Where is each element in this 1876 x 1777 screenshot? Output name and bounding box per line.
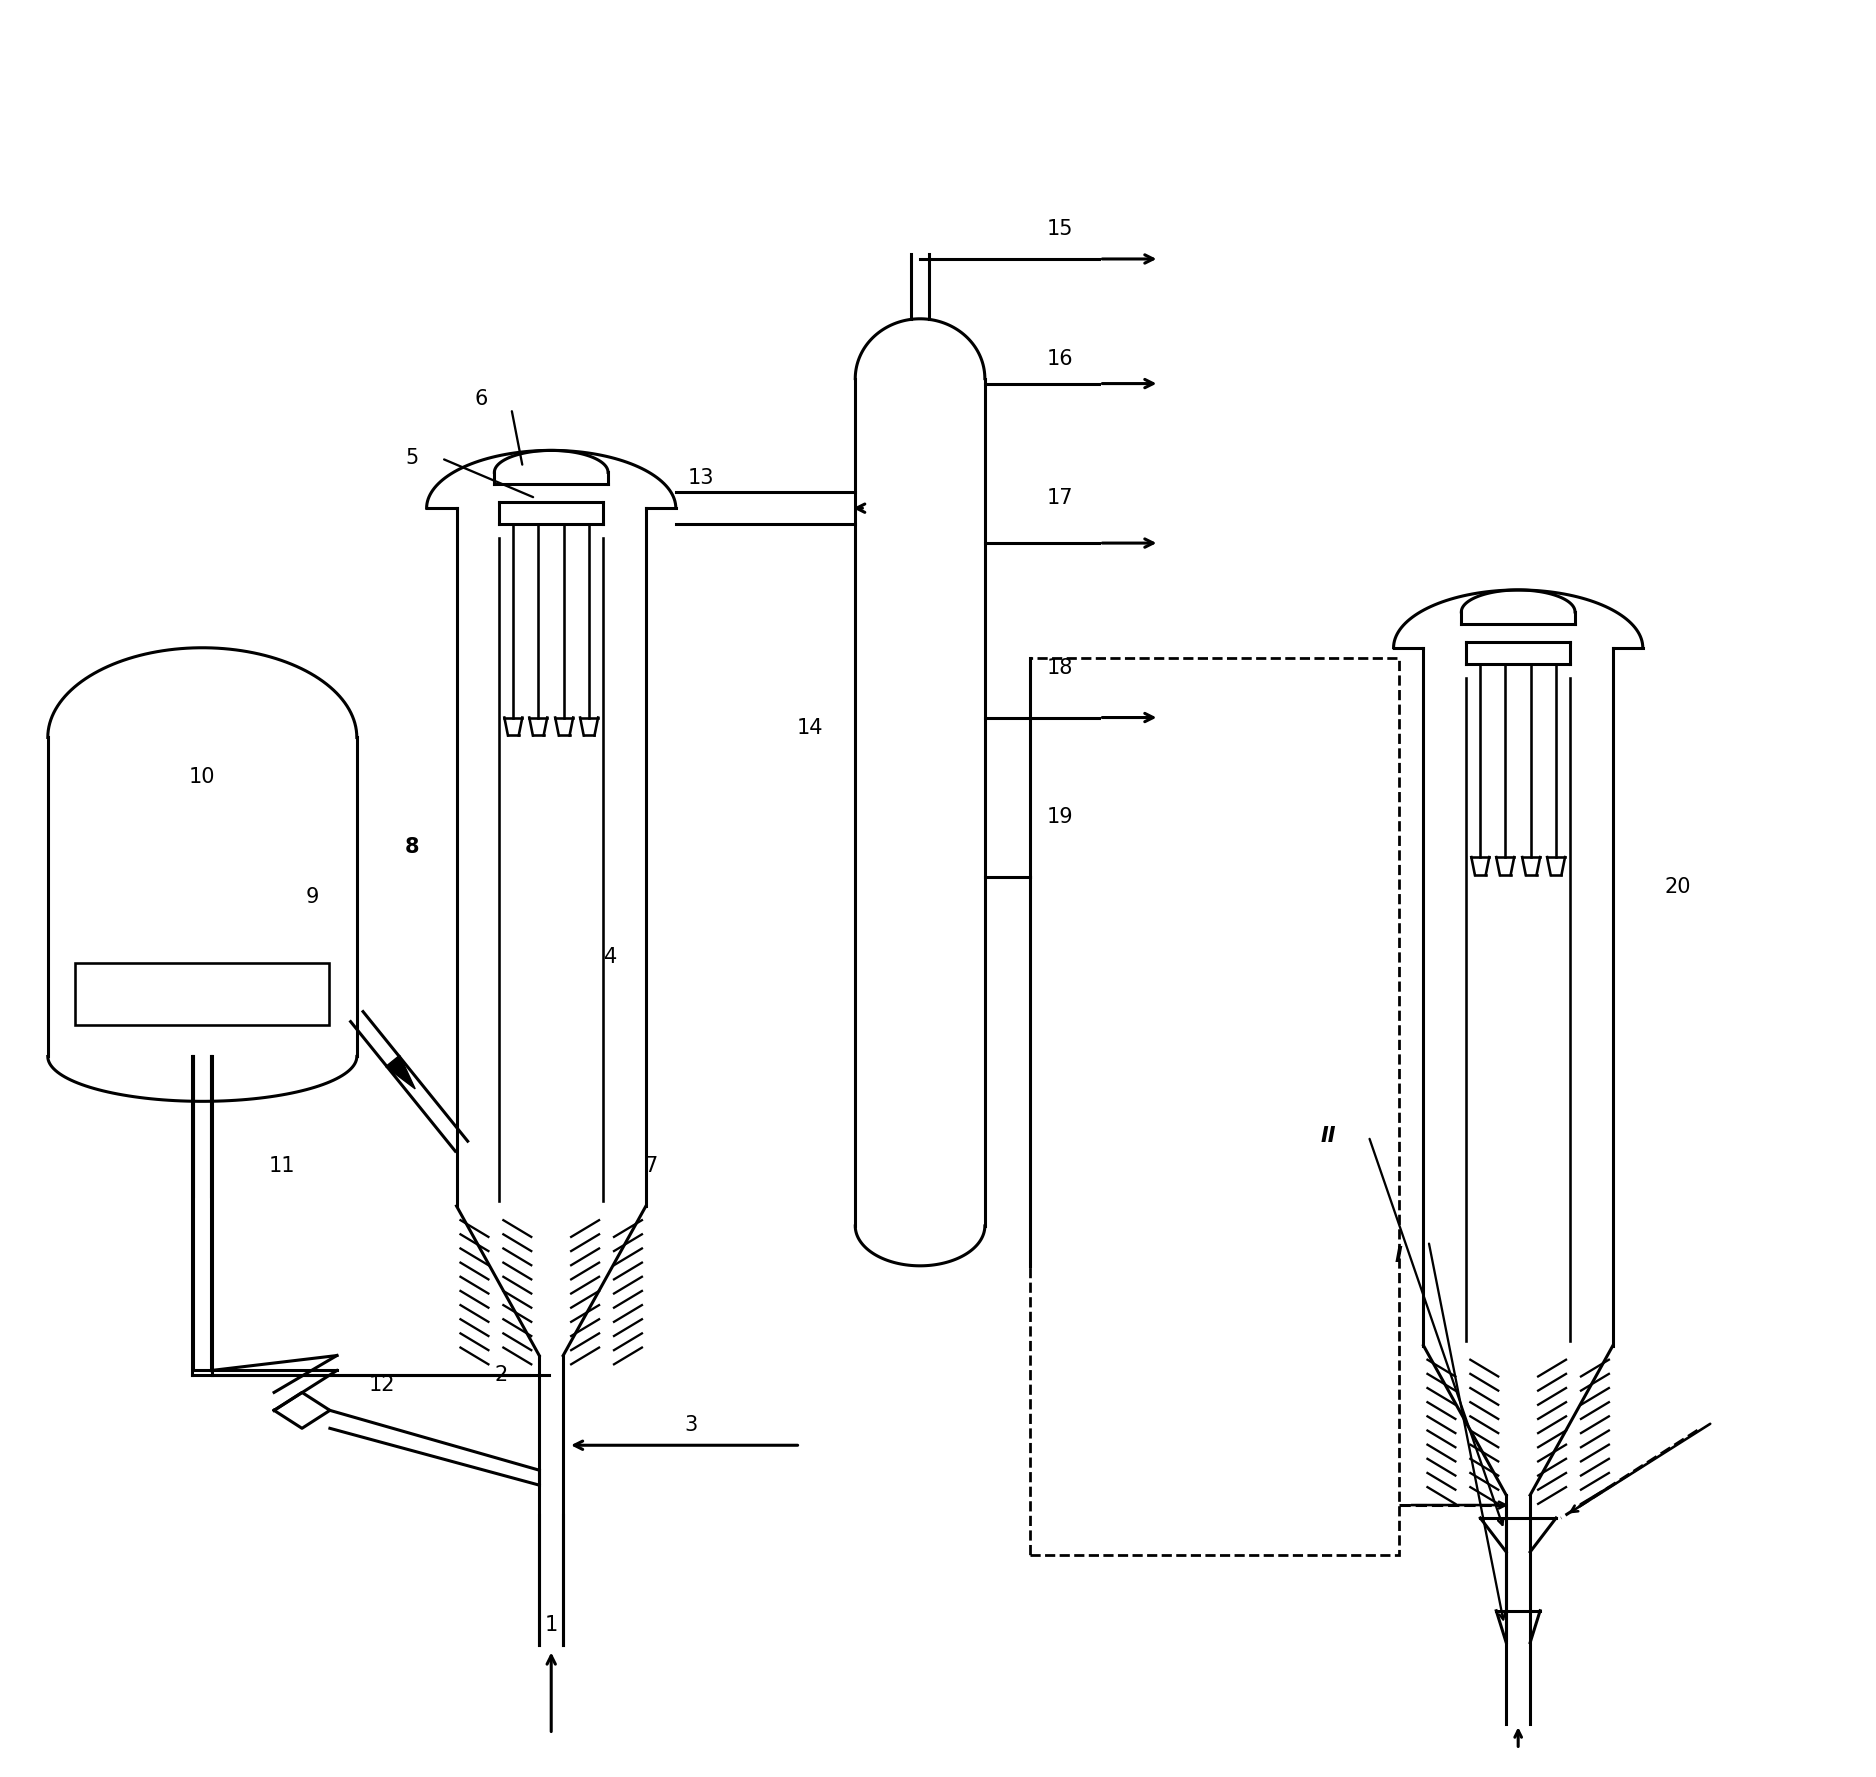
Text: 8: 8 [405,837,418,857]
Text: 16: 16 [1047,348,1073,368]
Text: 5: 5 [405,448,418,469]
Text: 2: 2 [495,1365,508,1386]
Bar [75,963,330,1025]
Bar [1030,657,1398,1555]
Text: 9: 9 [306,887,319,906]
Text: 19: 19 [1047,807,1073,828]
Text: 12: 12 [368,1375,396,1395]
Text: I: I [1394,1246,1403,1265]
Text: 11: 11 [268,1157,295,1176]
Text: 4: 4 [604,947,617,967]
Text: 6: 6 [475,389,488,409]
Text: 3: 3 [685,1414,698,1436]
Text: 1: 1 [544,1615,557,1635]
Text: II: II [1321,1127,1336,1146]
Text: 20: 20 [1664,878,1690,897]
Text: 14: 14 [797,718,824,737]
Text: 7: 7 [643,1157,657,1176]
Text: 15: 15 [1047,219,1073,240]
Text: 10: 10 [189,768,216,787]
Polygon shape [386,1056,415,1089]
Text: 17: 17 [1047,489,1073,508]
Text: 13: 13 [687,469,715,489]
Text: 18: 18 [1047,657,1073,677]
